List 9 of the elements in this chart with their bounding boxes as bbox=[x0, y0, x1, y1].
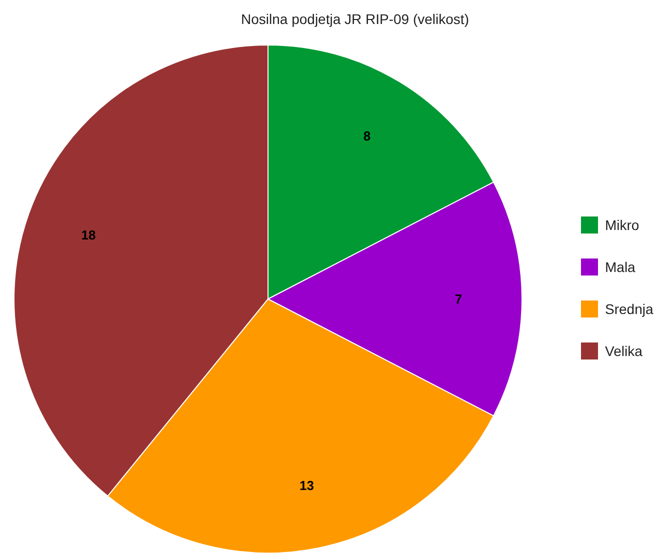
data-label: 13 bbox=[300, 478, 314, 494]
legend-label: Mala bbox=[605, 259, 636, 275]
legend-label: Srednja bbox=[605, 301, 654, 317]
data-label: 18 bbox=[81, 228, 96, 243]
legend-label: Velika bbox=[605, 343, 643, 359]
chart-title: Nosilna podjetja JR RIP-09 (velikost) bbox=[241, 11, 469, 27]
data-label: 8 bbox=[363, 128, 371, 144]
data-label: 7 bbox=[454, 292, 462, 306]
legend-label: Mikro bbox=[605, 217, 640, 233]
